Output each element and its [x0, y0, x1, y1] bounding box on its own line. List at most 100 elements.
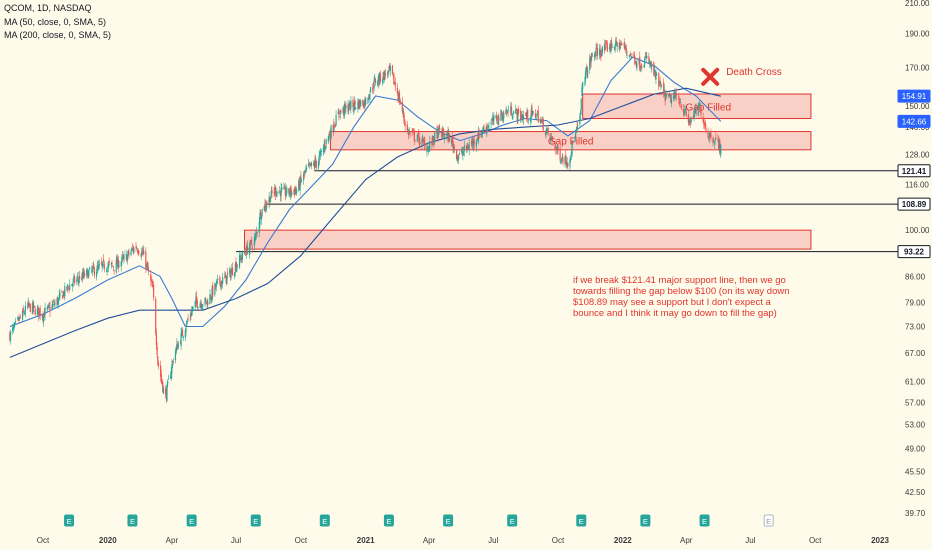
candle: [668, 92, 670, 98]
candle: [431, 137, 433, 150]
candle: [72, 276, 74, 287]
svg-text:142.66: 142.66: [902, 117, 927, 126]
y-tick-label: 61.00: [905, 377, 926, 386]
x-tick-label: Oct: [809, 536, 822, 545]
candle: [310, 161, 313, 170]
ma200-line: [9, 87, 721, 358]
candle: [176, 338, 178, 352]
candle: [648, 52, 650, 64]
candle: [17, 315, 19, 321]
candle: [460, 147, 463, 154]
candle: [126, 251, 129, 265]
candle: [138, 249, 140, 256]
candle: [160, 360, 162, 382]
candle: [462, 147, 464, 161]
candle: [495, 114, 497, 120]
candle: [117, 255, 119, 273]
candle: [377, 73, 379, 89]
chart-symbol-legend[interactable]: QCOM, 1D, NASDAQ: [4, 3, 92, 13]
death-cross-x: [701, 67, 720, 86]
candle: [343, 107, 345, 119]
candle: [658, 71, 660, 91]
candle: [219, 275, 221, 287]
candle: [170, 367, 172, 382]
candle: [298, 178, 300, 192]
ma200-legend[interactable]: MA (200, close, 0, SMA, 5): [4, 30, 112, 40]
candle: [399, 98, 401, 105]
earnings-marker: E: [250, 514, 261, 527]
candle: [61, 290, 63, 294]
candle: [591, 52, 594, 57]
candle: [214, 282, 216, 297]
earnings-marker: E: [699, 514, 710, 527]
candle: [265, 201, 267, 213]
candle: [633, 51, 635, 60]
candle: [428, 142, 430, 153]
candle: [532, 110, 534, 117]
candle: [289, 186, 291, 201]
ma50-legend[interactable]: MA (50, close, 0, SMA, 5): [4, 17, 107, 27]
earnings-marker: E: [443, 514, 454, 527]
candle: [401, 96, 403, 114]
candle: [283, 182, 285, 191]
candle: [404, 119, 406, 131]
candle: [372, 83, 374, 94]
candle: [334, 121, 336, 129]
candle: [698, 102, 700, 109]
candle: [33, 300, 35, 313]
candle: [307, 159, 310, 168]
candle: [142, 247, 144, 257]
candle: [378, 72, 380, 87]
candle: [442, 127, 444, 138]
candle: [672, 91, 675, 102]
candle: [169, 372, 172, 379]
candle: [52, 298, 55, 303]
candle: [254, 233, 256, 244]
candle: [427, 144, 429, 152]
candle: [21, 308, 24, 322]
candle: [476, 137, 478, 144]
candle: [244, 247, 246, 256]
candle: [28, 302, 31, 309]
candle: [300, 170, 302, 186]
candle: [407, 127, 409, 133]
candle: [177, 340, 179, 350]
svg-text:E: E: [253, 517, 258, 526]
candle: [202, 303, 204, 311]
candle: [98, 259, 100, 270]
candle: [131, 243, 134, 252]
candle: [200, 300, 203, 311]
candle: [162, 381, 164, 394]
candle: [195, 292, 197, 308]
candle: [348, 103, 350, 115]
candle: [496, 121, 499, 124]
candle: [126, 254, 128, 262]
candle: [704, 119, 706, 129]
time-axis[interactable]: Oct 2020 Apr Jul Oct 2021 Apr Jul Oct 2022 Apr Jul O…: [37, 536, 890, 545]
candle: [128, 248, 130, 259]
candle: [693, 109, 695, 122]
candle: [579, 108, 582, 121]
x-tick-label: Apr: [423, 536, 436, 545]
candle: [606, 40, 608, 49]
candle: [231, 262, 234, 277]
candle: [303, 171, 305, 185]
x-tick-label: Jul: [745, 536, 755, 545]
candle: [358, 99, 360, 110]
candle: [313, 160, 315, 170]
candle: [355, 107, 357, 110]
candle: [491, 118, 493, 121]
candle: [47, 304, 49, 311]
candle: [565, 157, 568, 169]
candle: [506, 109, 508, 114]
candle: [486, 125, 488, 138]
ma50-line: [9, 56, 722, 328]
candle: [199, 301, 201, 308]
price-axis[interactable]: 210.00190.00170.00150.00140.00128.00116.…: [905, 0, 930, 518]
candle: [102, 254, 105, 263]
candle: [542, 117, 544, 132]
candle: [279, 190, 282, 202]
candle: [308, 161, 310, 169]
